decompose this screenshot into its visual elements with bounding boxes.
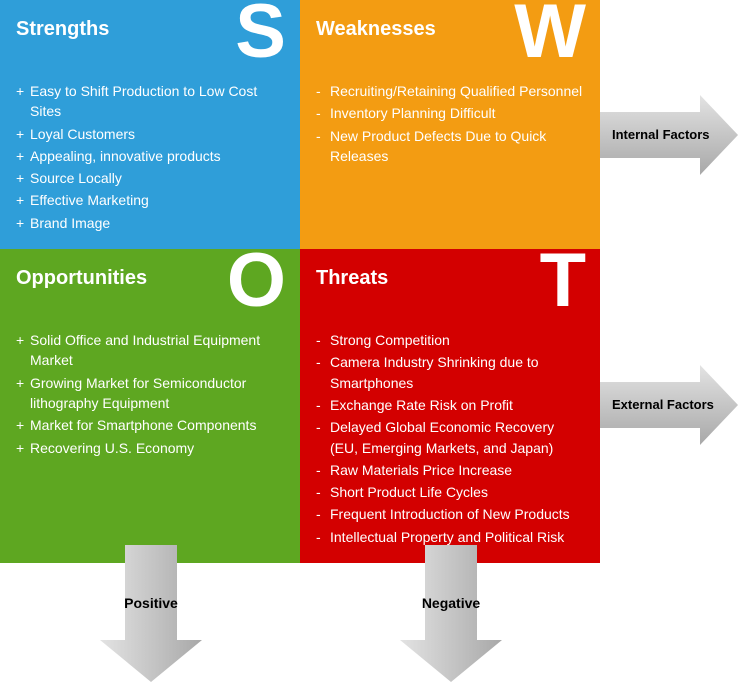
- list-item: -New Product Defects Due to Quick Releas…: [316, 126, 584, 167]
- arrow-right: Internal Factors: [600, 90, 738, 180]
- list-item: + Solid Office and Industrial Equipment M…: [16, 330, 284, 371]
- bullet: +: [16, 438, 24, 458]
- item-text: Intellectual Property and Political Risk: [330, 529, 564, 545]
- bullet: +: [16, 373, 24, 393]
- quadrant-opportunities: O Opportunities +Solid Office and Indust…: [0, 249, 300, 563]
- item-text: Raw Materials Price Increase: [330, 462, 512, 478]
- list-item: -Delayed Global Economic Recovery (EU, E…: [316, 417, 584, 458]
- item-text: Source Locally: [30, 170, 122, 186]
- arrow-label: Internal Factors: [612, 127, 710, 143]
- items-list: -Strong Competition-Camera Industry Shri…: [316, 330, 584, 547]
- quadrant-letter: O: [227, 243, 286, 319]
- list-item: + Recovering U.S. Economy: [16, 438, 284, 458]
- arrow-right: External Factors: [600, 360, 738, 450]
- quadrant-letter: T: [540, 243, 586, 319]
- bullet: -: [316, 417, 321, 437]
- bullet: +: [16, 190, 24, 210]
- arrow-label: External Factors: [612, 397, 714, 413]
- list-item: -Intellectual Property and Political Ris…: [316, 527, 584, 547]
- list-item: + Effective Marketing: [16, 190, 284, 210]
- item-text: Delayed Global Economic Recovery (EU, Em…: [330, 419, 554, 455]
- quadrant-letter: W: [514, 0, 586, 70]
- quadrant-threats: T Threats -Strong Competition-Camera Ind…: [300, 249, 600, 563]
- items-list: -Recruiting/Retaining Qualified Personne…: [316, 81, 584, 166]
- bullet: -: [316, 81, 321, 101]
- bullet: +: [16, 124, 24, 144]
- item-text: Growing Market for Semiconductor lithogr…: [30, 375, 246, 411]
- item-text: Inventory Planning Difficult: [330, 105, 496, 121]
- item-text: Loyal Customers: [30, 126, 135, 142]
- item-text: Frequent Introduction of New Products: [330, 506, 570, 522]
- item-text: Camera Industry Shrinking due to Smartph…: [330, 354, 539, 390]
- list-item: + Easy to Shift Production to Low Cost Si…: [16, 81, 284, 122]
- bullet: +: [16, 168, 24, 188]
- list-item: -Inventory Planning Difficult: [316, 103, 584, 123]
- list-item: -Frequent Introduction of New Products: [316, 504, 584, 524]
- list-item: + Growing Market for Semiconductor lithog…: [16, 373, 284, 414]
- bullet: -: [316, 482, 321, 502]
- item-text: Strong Competition: [330, 332, 450, 348]
- bullet: +: [16, 146, 24, 166]
- list-item: -Short Product Life Cycles: [316, 482, 584, 502]
- item-text: Effective Marketing: [30, 192, 149, 208]
- quadrant-strengths: S Strengths +Easy to Shift Production to…: [0, 0, 300, 249]
- arrow-label: Negative: [422, 595, 480, 611]
- arrow-down: Negative: [395, 545, 507, 682]
- quadrant-weaknesses: W Weaknesses -Recruiting/Retaining Quali…: [300, 0, 600, 249]
- item-text: Short Product Life Cycles: [330, 484, 488, 500]
- arrow-label: Positive: [124, 595, 178, 611]
- bullet: -: [316, 126, 321, 146]
- items-list: + Solid Office and Industrial Equipment M…: [16, 330, 284, 458]
- items-list: + Easy to Shift Production to Low Cost Si…: [16, 81, 284, 233]
- swot-grid: S Strengths +Easy to Shift Production to…: [0, 0, 600, 545]
- quadrant-letter: S: [235, 0, 286, 70]
- item-text: Market for Smartphone Components: [30, 417, 256, 433]
- bullet: -: [316, 504, 321, 524]
- item-text: Easy to Shift Production to Low Cost Sit…: [30, 83, 257, 119]
- bullet: -: [316, 395, 321, 415]
- item-text: Brand Image: [30, 215, 110, 231]
- bullet: +: [16, 81, 24, 101]
- list-item: + Brand Image: [16, 213, 284, 233]
- list-item: -Recruiting/Retaining Qualified Personne…: [316, 81, 584, 101]
- bullet: +: [16, 330, 24, 350]
- bullet: -: [316, 460, 321, 480]
- item-text: New Product Defects Due to Quick Release…: [330, 128, 546, 164]
- item-text: Exchange Rate Risk on Profit: [330, 397, 513, 413]
- bullet: +: [16, 415, 24, 435]
- bullet: -: [316, 330, 321, 350]
- item-text: Recovering U.S. Economy: [30, 440, 194, 456]
- list-item: + Appealing, innovative products: [16, 146, 284, 166]
- arrow-down: Positive: [95, 545, 207, 682]
- bullet: +: [16, 213, 24, 233]
- list-item: + Loyal Customers: [16, 124, 284, 144]
- list-item: + Market for Smartphone Components: [16, 415, 284, 435]
- bullet: -: [316, 352, 321, 372]
- item-text: Recruiting/Retaining Qualified Personnel: [330, 83, 582, 99]
- list-item: -Exchange Rate Risk on Profit: [316, 395, 584, 415]
- list-item: -Strong Competition: [316, 330, 584, 350]
- bullet: -: [316, 103, 321, 123]
- bullet: -: [316, 527, 321, 547]
- list-item: -Camera Industry Shrinking due to Smartp…: [316, 352, 584, 393]
- list-item: -Raw Materials Price Increase: [316, 460, 584, 480]
- list-item: + Source Locally: [16, 168, 284, 188]
- item-text: Solid Office and Industrial Equipment Ma…: [30, 332, 260, 368]
- item-text: Appealing, innovative products: [30, 148, 221, 164]
